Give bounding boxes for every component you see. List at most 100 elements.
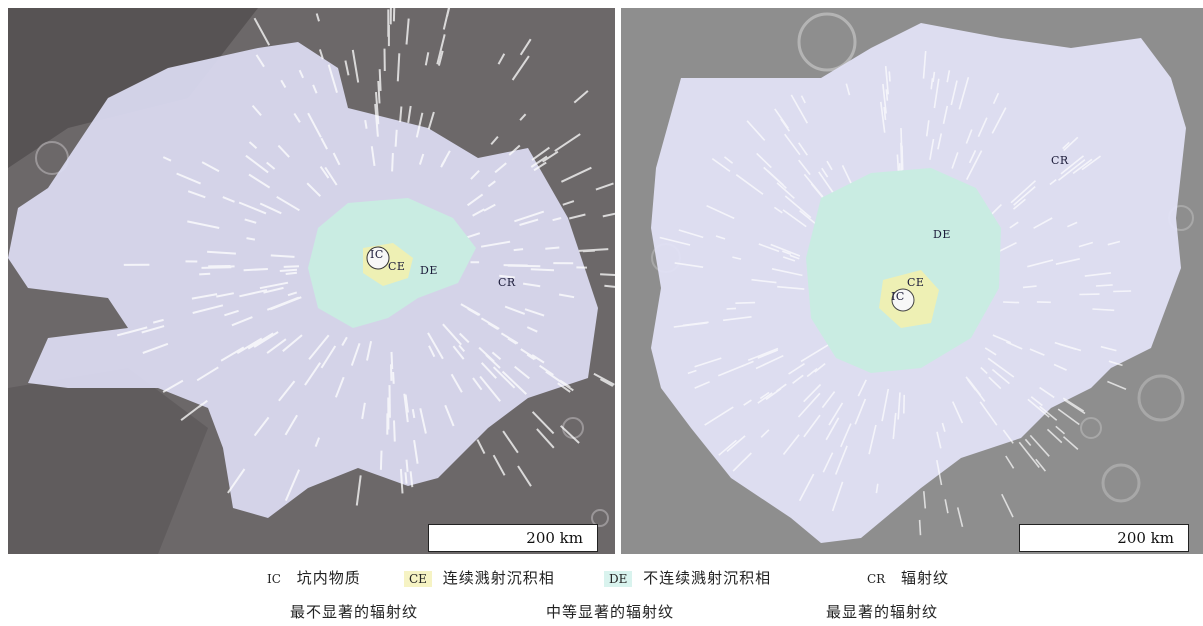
ray-streak (1029, 348, 1045, 356)
ray-streak (1002, 429, 1014, 444)
ray-streak (711, 157, 731, 173)
ray-streak (765, 388, 782, 401)
ray-streak (472, 377, 483, 391)
legend-row-units: IC 坑内物质 CE 连续溅射沉积相 DE 不连续溅射沉积相 CR 辐射纹 (0, 566, 1203, 592)
ray-streak (1030, 396, 1043, 407)
ray-streak (497, 53, 506, 65)
ray-streak (951, 152, 959, 169)
ray-streak (573, 90, 589, 104)
ray-streak (881, 388, 890, 422)
ray-streak (1053, 363, 1067, 371)
map-panel-right: IC CE DE CR 200 km (621, 8, 1203, 554)
ray-streak (600, 273, 615, 277)
legend-label: 不连续溅射沉积相 (643, 569, 772, 587)
unit-label-ic: IC (370, 248, 384, 261)
ray-streak (755, 354, 784, 370)
unit-label-cr: CR (1051, 154, 1069, 167)
ray-streak (487, 322, 499, 330)
ray-streak (222, 196, 235, 203)
ray-streak (818, 171, 836, 195)
ray-streak (936, 459, 943, 486)
ray-streak (507, 264, 541, 268)
ray-streak (490, 135, 499, 146)
ray-streak (526, 326, 538, 333)
ray-streak (773, 206, 783, 214)
ray-streak (116, 326, 148, 337)
ray-streak (1006, 341, 1023, 350)
ray-streak (933, 78, 940, 109)
ray-streak (723, 316, 752, 322)
ray-streak (803, 414, 821, 438)
ray-streak (992, 92, 1000, 105)
unit-label-ic: IC (891, 290, 905, 303)
ray-streak (533, 161, 547, 172)
ray-streak (1039, 386, 1055, 399)
ray-streak (514, 365, 530, 380)
ray-streak (307, 112, 322, 138)
scale-bar-right: 200 km (1019, 524, 1189, 552)
ray-streak (446, 8, 451, 17)
ray-streak (231, 316, 253, 327)
ray-streak (758, 243, 780, 253)
left-map-svg (8, 8, 615, 554)
ray-streak (370, 146, 376, 167)
ray-streak (1024, 438, 1032, 447)
ray-streak (784, 195, 812, 219)
ray-streak (394, 129, 398, 147)
ray-streak (599, 378, 614, 387)
ray-streak (378, 69, 382, 91)
ray-streak (415, 112, 424, 138)
ray-streak (285, 271, 298, 275)
ray-streak (747, 347, 779, 362)
ray-streak (562, 200, 575, 206)
ray-streak (1003, 301, 1020, 304)
ray-streak (1055, 258, 1080, 265)
ray-streak (937, 133, 943, 150)
ray-streak (282, 334, 303, 352)
legend-label: 最显著的辐射纹 (826, 603, 939, 621)
ray-streak (306, 182, 322, 197)
ray-streak (602, 212, 615, 218)
ray-streak (979, 401, 998, 426)
ray-streak (355, 475, 362, 506)
ray-streak (1095, 284, 1113, 287)
ray-streak (530, 268, 555, 272)
ray-streak (774, 108, 789, 129)
ray-streak (880, 101, 886, 133)
ray-streak (951, 401, 964, 424)
ray-streak (545, 246, 560, 250)
ray-streak (277, 144, 290, 158)
ray-streak (1113, 290, 1132, 293)
ray-streak (987, 357, 1015, 378)
ray-streak (263, 286, 284, 294)
ray-streak (1057, 408, 1080, 426)
ray-streak (266, 161, 276, 170)
ray-streak (821, 167, 829, 178)
ray-streak (350, 342, 361, 366)
ray-streak (743, 399, 752, 406)
ray-streak (595, 182, 614, 191)
ray-streak (559, 379, 571, 389)
ray-streak (930, 78, 934, 90)
ray-streak (1108, 360, 1123, 367)
ray-streak (582, 249, 595, 253)
ray-streak (822, 452, 834, 473)
ray-streak (483, 203, 496, 212)
unit-label-de: DE (933, 228, 951, 241)
de-unit-right (806, 168, 1001, 373)
ray-streak (694, 357, 722, 368)
ray-streak (956, 507, 964, 527)
ray-streak (782, 209, 807, 228)
ray-streak (519, 218, 539, 226)
ray-streak (965, 150, 983, 180)
ray-streak (1062, 141, 1070, 150)
ray-streak (304, 362, 322, 386)
ray-streak (248, 173, 271, 189)
ray-streak (557, 382, 571, 393)
ray-streak (251, 104, 262, 117)
ray-streak (507, 337, 518, 345)
ray-streak (280, 79, 287, 89)
ray-streak (732, 256, 742, 260)
ray-streak (923, 491, 927, 509)
ray-streak (492, 454, 506, 476)
